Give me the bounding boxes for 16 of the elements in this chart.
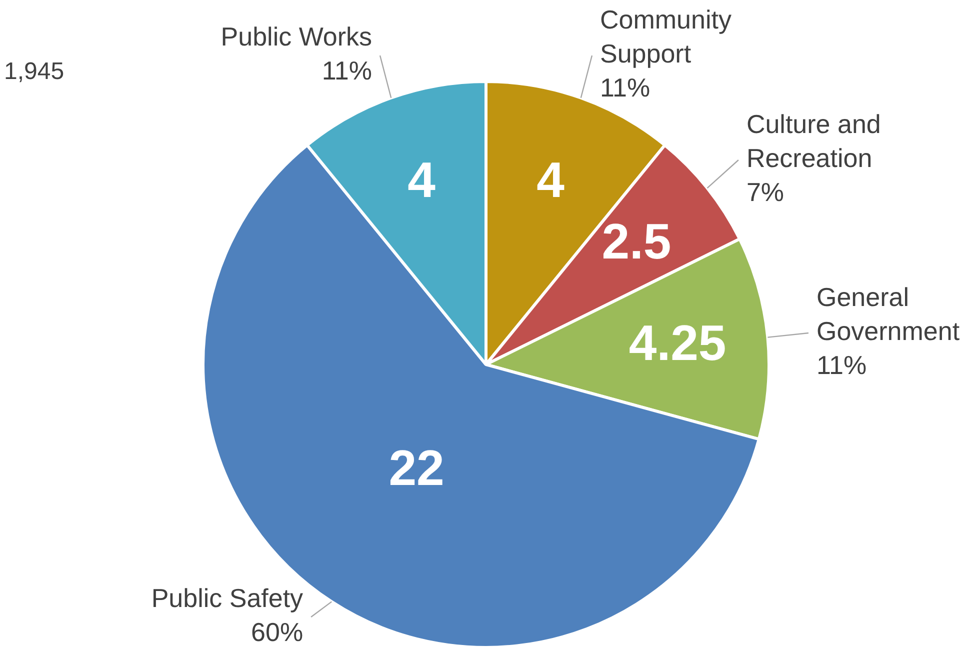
text: 1,945 bbox=[4, 58, 64, 86]
slice-label: Public Works bbox=[220, 22, 372, 52]
slice-label: Culture and Recreation bbox=[746, 109, 881, 174]
text: 60% bbox=[251, 617, 304, 648]
text: 11% bbox=[816, 350, 867, 380]
text: 11% bbox=[600, 72, 650, 103]
slice-label: Public Safety bbox=[151, 583, 304, 614]
data-label: 4.25 bbox=[628, 314, 726, 371]
text: 7% bbox=[746, 177, 784, 208]
slice-label: Community Support bbox=[600, 4, 732, 69]
data-label: 4 bbox=[408, 152, 436, 208]
data-label: 4 bbox=[536, 152, 565, 208]
data-label: 2.5 bbox=[602, 213, 672, 270]
data-label: 22 bbox=[388, 440, 444, 496]
text: 11% bbox=[322, 56, 372, 86]
slice-label: General Government bbox=[816, 282, 960, 346]
